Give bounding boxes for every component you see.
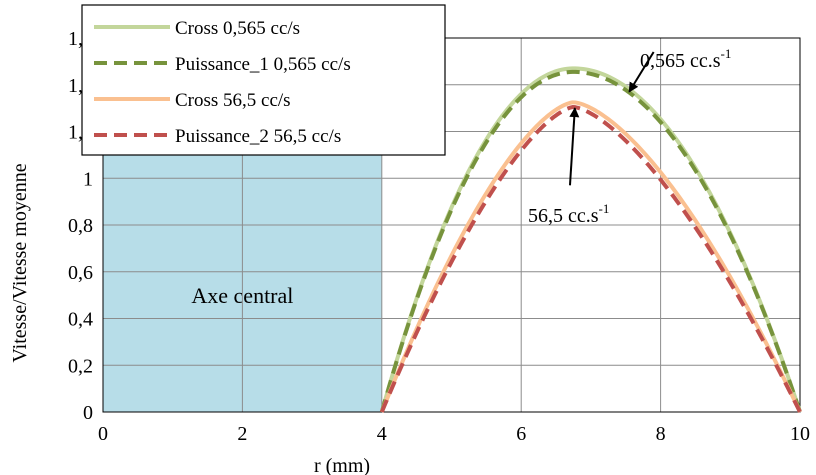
x-tick-label: 6 [516,423,526,445]
annotation-arrow-2 [568,107,580,186]
legend-label-4: Puissance_2 56,5 cc/s [175,126,341,147]
y-axis-title: Vitesse/Vitesse moyenne [9,163,31,362]
legend-label-2: Puissance_1 0,565 cc/s [175,54,351,75]
plot-frame [102,37,801,413]
x-tick-label: 2 [237,423,247,445]
y-tick-label: 1 [83,168,93,190]
x-tick-label: 8 [656,423,666,445]
legend-label-3: Cross 56,5 cc/s [175,90,291,111]
y-tick-label: 0 [83,402,93,424]
y-tick-label: 0,2 [68,355,93,377]
legend-box [81,4,446,156]
annotation-arrow-1 [628,51,655,93]
y-tick-label: 0,4 [68,309,93,331]
series-line-4 [379,105,802,413]
legend-label-1: Cross 0,565 cc/s [175,18,300,39]
x-tick-label: 0 [98,423,108,445]
annotation-label-1: 0,565 cc.s-1 [640,46,731,72]
x-axis-title: r (mm) [314,455,370,475]
annotation-label-2: 56,5 cc.s-1 [528,201,609,227]
x-tick-label: 4 [377,423,387,445]
y-tick-label: 0,6 [68,262,93,284]
y-tick-label: 0,8 [68,215,93,237]
series-line-3 [379,100,802,413]
series-line-2 [379,69,802,413]
x-tick-label: 10 [790,423,810,445]
